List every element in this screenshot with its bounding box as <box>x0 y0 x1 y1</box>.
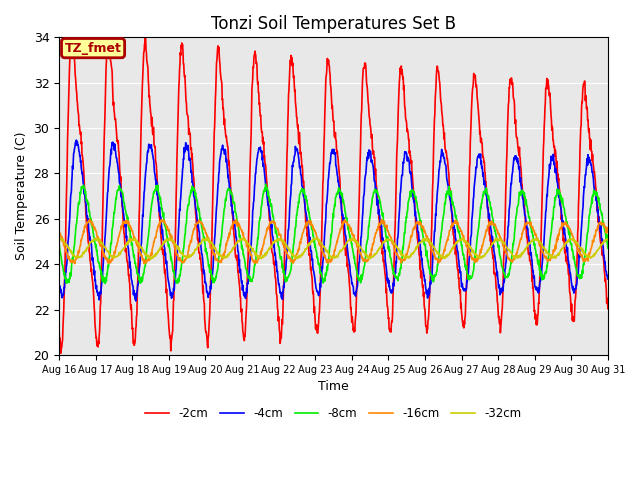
Text: TZ_fmet: TZ_fmet <box>65 42 122 55</box>
-4cm <box>285 227 292 233</box>
-16cm <box>86 216 93 222</box>
-4cm <box>271 251 279 256</box>
-8cm <box>271 225 279 231</box>
-4cm <box>177 189 185 194</box>
-8cm <box>419 229 426 235</box>
-32cm <box>604 237 612 242</box>
-4cm <box>55 281 63 287</box>
-8cm <box>101 281 109 287</box>
-2cm <box>55 327 63 333</box>
Line: -16cm: -16cm <box>59 219 608 264</box>
-8cm <box>509 247 516 253</box>
Line: -2cm: -2cm <box>59 34 608 353</box>
Line: -8cm: -8cm <box>59 184 608 284</box>
-16cm <box>71 261 79 266</box>
-4cm <box>72 137 80 143</box>
Line: -32cm: -32cm <box>59 238 608 260</box>
-8cm <box>556 190 564 196</box>
Y-axis label: Soil Temperature (C): Soil Temperature (C) <box>15 132 28 261</box>
-16cm <box>556 226 564 232</box>
-16cm <box>419 223 426 229</box>
-32cm <box>556 250 564 256</box>
-32cm <box>271 238 278 243</box>
-2cm <box>68 31 76 37</box>
Line: -4cm: -4cm <box>59 140 608 301</box>
-2cm <box>271 275 279 280</box>
-2cm <box>509 80 516 85</box>
-32cm <box>177 250 184 255</box>
-4cm <box>509 170 516 176</box>
-8cm <box>55 242 63 248</box>
-2cm <box>419 281 426 287</box>
-16cm <box>177 258 185 264</box>
-32cm <box>55 237 63 242</box>
-2cm <box>556 190 564 196</box>
-32cm <box>284 246 292 252</box>
Legend: -2cm, -4cm, -8cm, -16cm, -32cm: -2cm, -4cm, -8cm, -16cm, -32cm <box>141 402 526 425</box>
-4cm <box>604 276 612 282</box>
-16cm <box>285 253 292 259</box>
X-axis label: Time: Time <box>318 380 349 393</box>
-2cm <box>285 92 292 98</box>
-16cm <box>55 228 63 234</box>
-8cm <box>285 274 292 280</box>
-32cm <box>147 257 154 263</box>
Title: Tonzi Soil Temperatures Set B: Tonzi Soil Temperatures Set B <box>211 15 456 33</box>
-2cm <box>57 350 65 356</box>
-2cm <box>604 306 612 312</box>
-32cm <box>418 238 426 244</box>
-2cm <box>177 43 185 48</box>
-8cm <box>604 245 612 251</box>
-32cm <box>509 252 516 258</box>
-8cm <box>177 266 184 272</box>
-16cm <box>271 221 279 227</box>
-16cm <box>604 228 612 233</box>
-4cm <box>556 202 564 207</box>
-16cm <box>509 258 516 264</box>
-8cm <box>262 181 269 187</box>
-32cm <box>458 235 466 240</box>
-4cm <box>132 298 140 304</box>
-4cm <box>419 262 426 267</box>
